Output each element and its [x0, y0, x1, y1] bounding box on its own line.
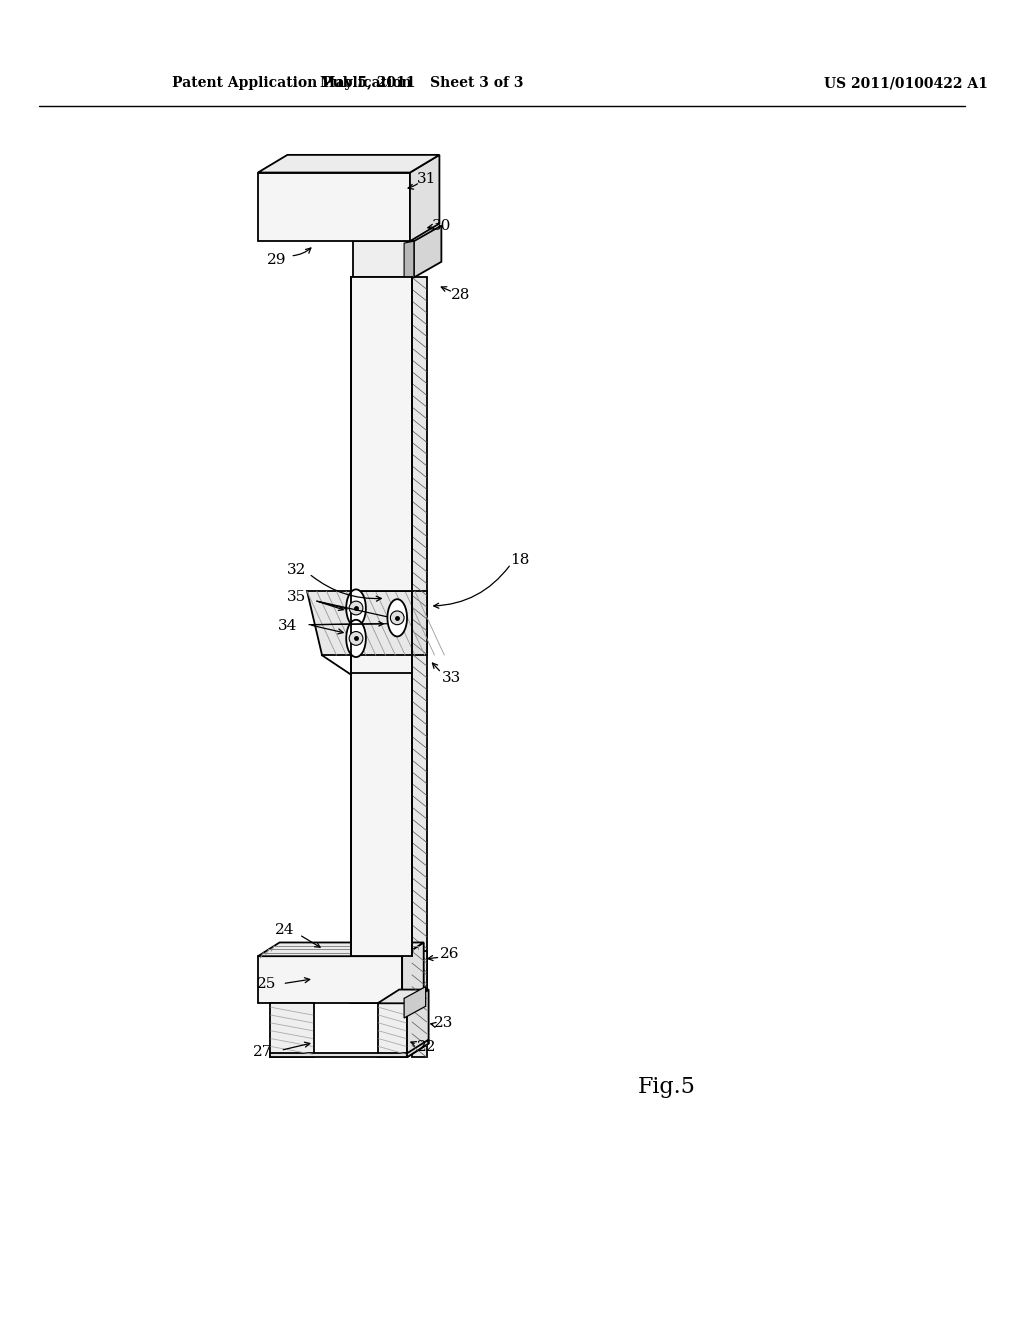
Text: 32: 32: [287, 562, 306, 577]
Ellipse shape: [349, 631, 362, 645]
Polygon shape: [414, 226, 441, 277]
Text: 22: 22: [417, 1040, 436, 1055]
Text: 28: 28: [452, 288, 471, 302]
Polygon shape: [353, 242, 414, 277]
Polygon shape: [412, 952, 427, 1057]
Text: 29: 29: [267, 253, 287, 267]
Polygon shape: [351, 673, 412, 956]
Text: 30: 30: [432, 219, 451, 234]
Text: May 5, 2011   Sheet 3 of 3: May 5, 2011 Sheet 3 of 3: [321, 77, 523, 90]
Polygon shape: [410, 154, 439, 242]
Polygon shape: [404, 986, 426, 1018]
Text: Fig.5: Fig.5: [638, 1076, 696, 1098]
Text: 24: 24: [274, 923, 294, 937]
Polygon shape: [269, 1053, 408, 1057]
Text: 25: 25: [257, 977, 276, 991]
Text: 35: 35: [287, 590, 306, 605]
Polygon shape: [412, 277, 427, 1003]
Text: 18: 18: [510, 553, 529, 568]
Polygon shape: [258, 942, 424, 956]
Ellipse shape: [349, 601, 362, 615]
Text: Patent Application Publication: Patent Application Publication: [172, 77, 412, 90]
Polygon shape: [258, 154, 439, 173]
Polygon shape: [378, 1003, 408, 1057]
Polygon shape: [412, 591, 427, 655]
Ellipse shape: [346, 620, 366, 657]
Polygon shape: [351, 277, 412, 1003]
Ellipse shape: [390, 611, 404, 624]
Text: 34: 34: [278, 619, 297, 632]
Text: 33: 33: [441, 671, 461, 685]
Ellipse shape: [346, 590, 366, 627]
Polygon shape: [408, 990, 429, 1057]
Polygon shape: [307, 591, 412, 655]
Text: US 2011/0100422 A1: US 2011/0100422 A1: [824, 77, 988, 90]
Polygon shape: [404, 242, 414, 280]
Text: 26: 26: [439, 948, 459, 961]
Text: 27: 27: [253, 1045, 272, 1060]
Ellipse shape: [387, 599, 408, 636]
Polygon shape: [351, 277, 412, 591]
Text: 23: 23: [433, 1016, 453, 1030]
Polygon shape: [258, 956, 402, 1003]
Polygon shape: [378, 990, 429, 1003]
Polygon shape: [269, 1003, 314, 1057]
Text: 31: 31: [417, 173, 436, 186]
Polygon shape: [408, 1040, 429, 1057]
Polygon shape: [402, 942, 424, 1003]
Polygon shape: [258, 173, 410, 242]
